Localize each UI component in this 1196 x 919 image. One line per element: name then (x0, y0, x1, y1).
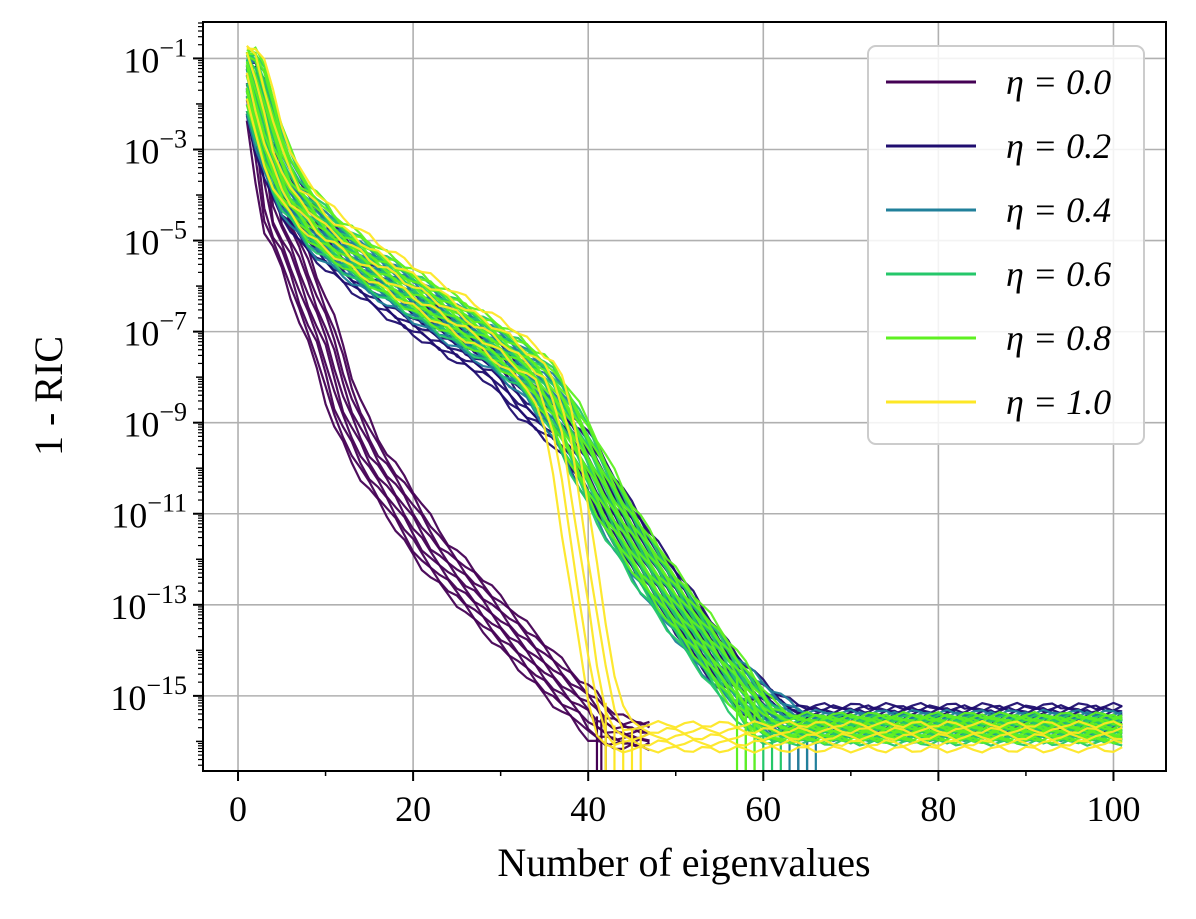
series-line (245, 72, 1123, 748)
series-line (245, 84, 651, 740)
y-tick-label: 10−5 (123, 216, 187, 263)
legend-label: η = 0.6 (1006, 254, 1111, 294)
series-line (245, 90, 1123, 743)
series-line (246, 48, 1123, 725)
series-line (245, 88, 650, 743)
series-line (245, 96, 1123, 745)
series-line (246, 71, 651, 729)
series-line (246, 75, 650, 726)
series-line (246, 47, 1123, 729)
y-axis-ticks: 10−1 10−3 10−5 10−7 10−9 10−11 10−13 10−15 (110, 22, 203, 766)
x-tick-label: 20 (395, 789, 431, 829)
y-tick-label: 10−13 (110, 580, 187, 627)
series-line (246, 52, 1123, 722)
y-tick-label: 10−7 (123, 307, 187, 354)
legend: η = 0.0 η = 0.2 η = 0.4 η = 0.6 η = 0.8 η = 1… (867, 45, 1145, 445)
x-tick-label: 0 (229, 789, 247, 829)
legend-label: η = 0.8 (1006, 318, 1111, 358)
series-line (245, 74, 650, 735)
series-line (246, 76, 650, 731)
x-axis-ticks: 0 20 40 60 80 100 (229, 771, 1140, 829)
series-line (245, 51, 1123, 731)
series-line (245, 113, 651, 749)
series-line (245, 74, 650, 737)
y-tick-label: 10−15 (110, 671, 187, 718)
y-tick-label: 10−9 (123, 398, 187, 445)
series-line (246, 45, 1123, 735)
legend-label: η = 1.0 (1006, 382, 1111, 422)
y-tick-label: 10−3 (123, 124, 187, 171)
y-tick-label: 10−1 (123, 33, 187, 80)
series-layer (245, 45, 1123, 771)
y-axis-title: 1 - RIC (26, 336, 71, 456)
y-tick-label: 10−11 (111, 489, 187, 536)
series-group (245, 45, 1123, 771)
legend-label: η = 0.0 (1006, 62, 1111, 102)
x-tick-label: 40 (570, 789, 606, 829)
series-line (246, 46, 1123, 720)
series-line (245, 120, 650, 752)
x-tick-label: 60 (745, 789, 781, 829)
x-tick-label: 100 (1086, 789, 1140, 829)
plot-frame (202, 21, 1167, 772)
series-group (245, 71, 651, 771)
x-axis-title: Number of eigenvalues (497, 840, 870, 885)
legend-label: η = 0.4 (1006, 190, 1111, 230)
x-tick-label: 80 (920, 789, 956, 829)
series-line (245, 98, 1123, 754)
legend-label: η = 0.2 (1006, 126, 1111, 166)
